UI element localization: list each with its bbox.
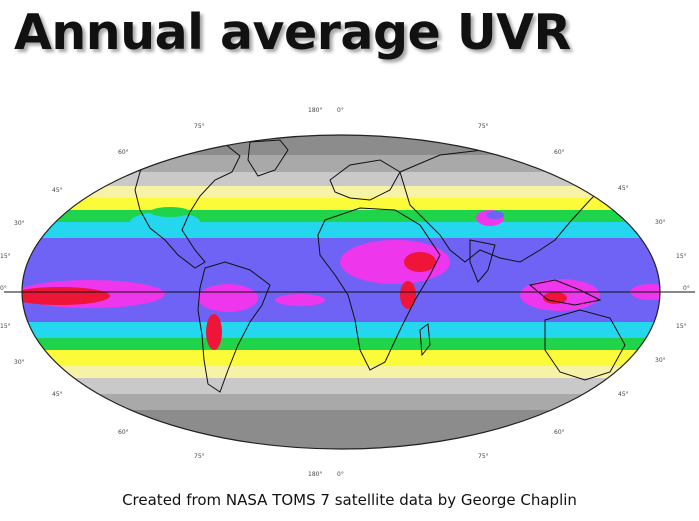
coast-greenland [247, 139, 289, 177]
coast-indonesia [528, 279, 602, 306]
band-cyan-south [22, 322, 660, 340]
band-lightgray-north [22, 172, 660, 188]
lat-left-45n: 45° [52, 187, 63, 194]
lat-left-60n: 60° [118, 149, 129, 156]
lat-left-75n: 75° [194, 123, 205, 130]
bottom-lon-180: 180° [308, 471, 322, 478]
coast-australia [544, 309, 626, 381]
magenta-south-america [198, 284, 258, 312]
band-green-south [22, 338, 660, 352]
lat-right-45s: 45° [618, 391, 629, 398]
lat-left-15n: 15° [0, 253, 11, 260]
coast-madagascar [419, 323, 431, 357]
top-lon-180: 180° [308, 107, 322, 114]
lat-right-45n: 45° [618, 185, 629, 192]
lat-right-15s: 15° [676, 323, 687, 330]
magenta-atlantic [275, 294, 325, 306]
lat-right-75s: 75° [478, 453, 489, 460]
red-africa-east [400, 281, 416, 309]
lat-right-0: 0° [683, 285, 690, 292]
coast-africa [317, 207, 441, 371]
coast-india [469, 239, 496, 283]
lat-left-30n: 30° [14, 220, 25, 227]
blue-tibet [486, 211, 504, 219]
coast-south-america [197, 261, 271, 393]
lat-left-60s: 60° [118, 429, 129, 436]
red-africa-horn [404, 252, 436, 272]
band-cyan-north [22, 222, 660, 240]
band-polar-south [22, 410, 660, 449]
cyan-usa [130, 212, 200, 232]
band-lightgray-south [22, 378, 660, 396]
map-caption: Created from NASA TOMS 7 satellite data … [122, 491, 577, 509]
lat-right-60n: 60° [554, 149, 565, 156]
magenta-africa [340, 240, 450, 284]
lat-right-30s: 30° [655, 357, 666, 364]
red-andes [206, 314, 222, 350]
lat-left-30s: 30° [14, 359, 25, 366]
band-yellow-north [22, 198, 660, 212]
top-lon-0: 0° [337, 107, 344, 114]
bottom-lon-0: 0° [337, 471, 344, 478]
lat-right-75n: 75° [478, 123, 489, 130]
coast-north-america [134, 137, 241, 269]
lat-right-15n: 15° [676, 253, 687, 260]
lat-right-60s: 60° [554, 429, 565, 436]
band-gray-north [22, 155, 660, 175]
coast-europe [329, 159, 401, 201]
slide-title: Annual average UVR [14, 4, 571, 61]
band-paleyellow-south [22, 366, 660, 380]
green-usa [150, 207, 190, 217]
lat-left-75s: 75° [194, 453, 205, 460]
band-yellow-south [22, 350, 660, 368]
uvr-world-map: 180° 0° 180° 0° 75° 60° 45° 30° 15° 0° 1… [0, 100, 699, 480]
lat-left-0: 0° [0, 285, 7, 292]
globe-outline [21, 134, 661, 450]
band-gray-south [22, 394, 660, 412]
red-pacific [22, 287, 110, 305]
red-indonesia [543, 292, 567, 304]
coast-new-zealand [639, 371, 653, 399]
lat-right-30n: 30° [655, 219, 666, 226]
lat-left-15s: 15° [0, 323, 11, 330]
band-paleyellow-north [22, 186, 660, 200]
lat-left-45s: 45° [52, 391, 63, 398]
